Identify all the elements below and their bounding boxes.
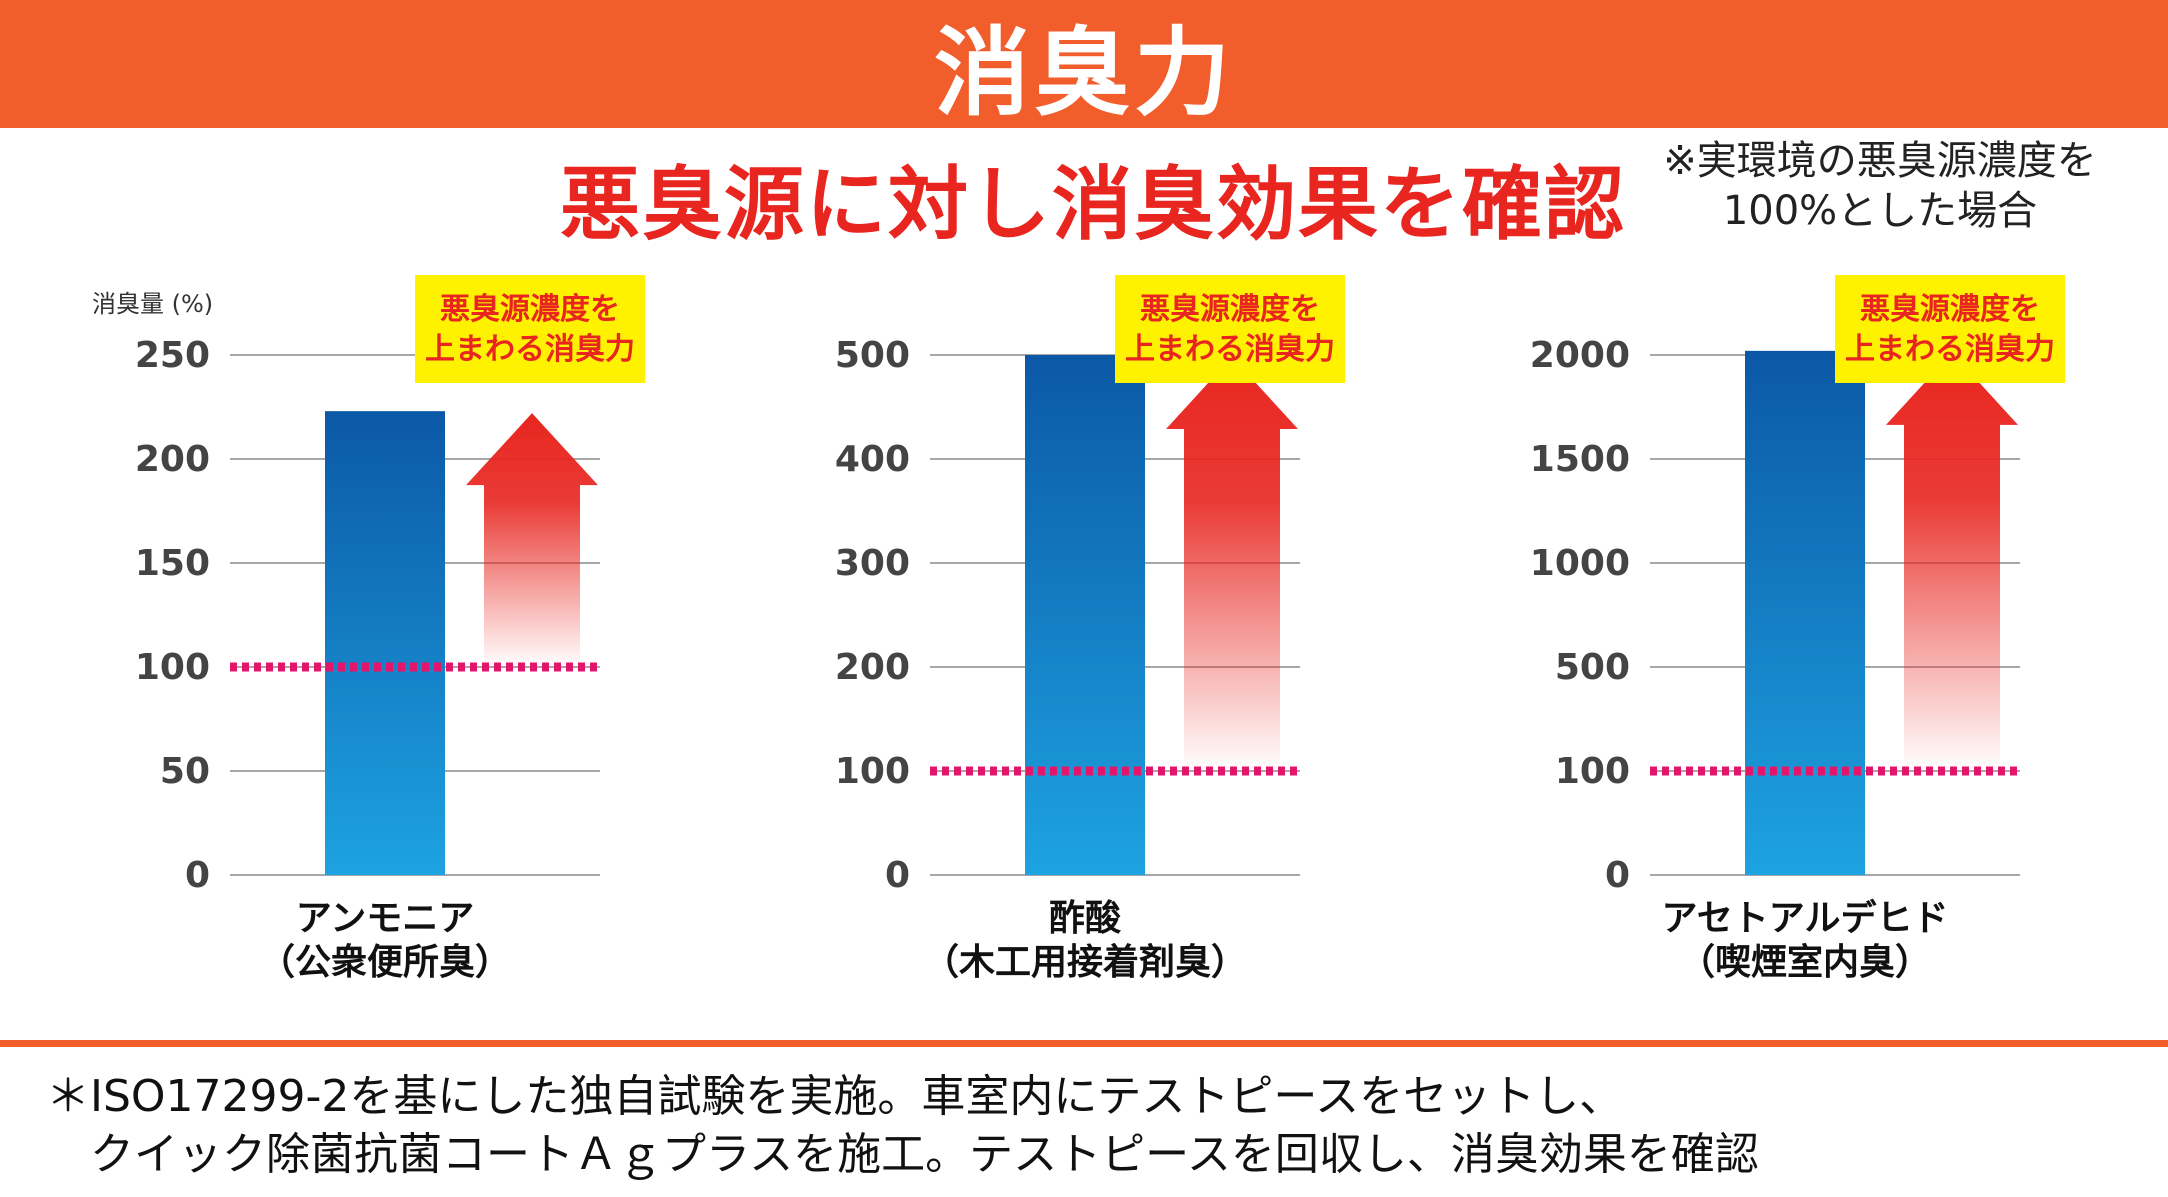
footer-divider <box>0 1040 2168 1047</box>
tick-label: 100 <box>1555 751 1630 792</box>
tick-label: 300 <box>835 543 910 584</box>
callout-text: 悪臭源濃度を <box>1860 292 2040 327</box>
callout-text: 上まわる消臭力 <box>1125 332 1335 367</box>
callout-text: 上まわる消臭力 <box>1845 332 2055 367</box>
arrow <box>466 413 598 667</box>
chart-ammonia-svg: 消臭量 (%) 0 50 100 150 200 250 悪臭源濃度を上まわる消臭力アンモニア… <box>92 275 645 983</box>
note-line-2: 100%とした場合 <box>1722 188 2038 234</box>
callout-text: 悪臭源濃度を <box>440 292 620 327</box>
callout-box <box>415 275 645 383</box>
tick-label: 0 <box>185 855 210 896</box>
bar <box>1025 355 1145 875</box>
footnote-line-2: クイック除菌抗菌コートＡｇプラスを施工。テストピースを回収し、消臭効果を確認 <box>46 1129 1759 1180</box>
category-label: （公衆便所臭） <box>259 942 511 983</box>
y-axis-label: 消臭量 (%) <box>92 290 213 318</box>
tick-label: 50 <box>160 751 210 792</box>
tick-label: 1000 <box>1530 543 1630 584</box>
tick-label: 150 <box>135 543 210 584</box>
tick-label: 100 <box>135 647 210 688</box>
note: ※実環境の悪臭源濃度を 100%とした場合 <box>1620 136 2140 236</box>
tick-label: 200 <box>835 647 910 688</box>
chart-acetaldehyde: 0 100 500 1000 1500 2000 悪臭源濃度を 上まわる消臭力アセトアルデヒド… <box>1500 240 2100 1000</box>
category-label: （喫煙室内臭） <box>1679 942 1931 983</box>
callout-box <box>1835 275 2065 383</box>
callout-text: 悪臭源濃度を <box>1140 292 1320 327</box>
subtitle: 悪臭源に対し消臭効果を確認 <box>560 158 1626 251</box>
category-label: アンモニア <box>296 898 475 939</box>
tick-label: 250 <box>135 335 210 376</box>
chart-ammonia: 消臭量 (%) 0 50 100 150 200 250 悪臭源濃度を 上まわる消臭力アンモニア… <box>80 240 680 1000</box>
tick-label: 100 <box>835 751 910 792</box>
arrow <box>1166 357 1298 771</box>
tick-label: 500 <box>835 335 910 376</box>
tick-label: 0 <box>885 855 910 896</box>
tick-label: 400 <box>835 439 910 480</box>
chart-acetic-acid: 0 100 200 300 400 500 悪臭源濃度を 上まわる消臭力酢酸 （木工用接着剤臭） <box>780 240 1380 1000</box>
tick-label: 1500 <box>1530 439 1630 480</box>
tick-label: 500 <box>1555 647 1630 688</box>
note-line-1: ※実環境の悪臭源濃度を <box>1663 138 2097 184</box>
footnote: ＊ISO17299-2を基にした独自試験を実施。車室内にテストピースをセットし、… <box>46 1068 2146 1184</box>
footnote-line-1: ＊ISO17299-2を基にした独自試験を実施。車室内にテストピースをセットし、 <box>46 1071 1624 1122</box>
bar <box>325 411 445 875</box>
category-label: アセトアルデヒド <box>1662 897 1949 939</box>
arrow <box>1886 352 2018 771</box>
bar <box>1745 350 1865 876</box>
chart-acetaldehyde-svg: 0 100 500 1000 1500 2000 悪臭源濃度を上まわる消臭力アセトアルデヒド… <box>1530 275 2065 983</box>
callout-box <box>1115 275 1345 383</box>
tick-label: 2000 <box>1530 335 1630 376</box>
category-label: （木工用接着剤臭） <box>923 942 1247 983</box>
category-label: 酢酸 <box>1049 898 1121 939</box>
tick-label: 0 <box>1605 855 1630 896</box>
header-banner: 消臭力 <box>0 0 2168 129</box>
tick-label: 200 <box>135 439 210 480</box>
header-title: 消臭力 <box>934 16 1234 129</box>
callout-text: 上まわる消臭力 <box>425 332 635 367</box>
